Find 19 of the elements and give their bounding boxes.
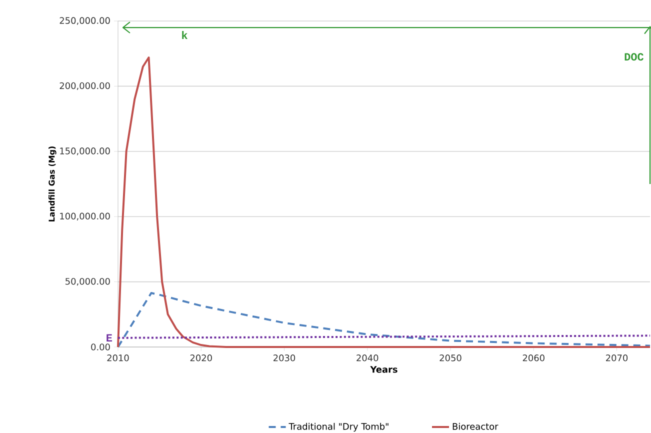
y-tick-label: 0.00 <box>91 344 110 350</box>
annotation: E <box>106 334 112 342</box>
ref-line-label: k <box>182 31 188 39</box>
x-tick-label: 2070 <box>606 354 628 362</box>
y-tick-label: 50,000.00 <box>66 278 110 286</box>
y-tick-label: 200,000.00 <box>60 82 110 90</box>
legend-label: Bioreactor <box>452 422 498 430</box>
x-tick-label: 2040 <box>356 354 378 362</box>
x-tick-label: 2050 <box>440 354 462 362</box>
x-tick-label: 2030 <box>274 354 296 362</box>
annotation: DOC <box>624 53 644 61</box>
legend-label: Traditional "Dry Tomb" <box>288 422 388 432</box>
x-tick-label: 2020 <box>190 354 212 362</box>
y-tick-label: 250,000.00 <box>60 17 110 25</box>
y-tick-label: 100,000.00 <box>60 212 110 220</box>
y-tick-label: 150,000.00 <box>60 148 110 156</box>
x-tick-label: 2060 <box>522 354 544 362</box>
x-tick-label: 2010 <box>107 354 129 362</box>
x-axis-title: Years <box>370 366 398 373</box>
